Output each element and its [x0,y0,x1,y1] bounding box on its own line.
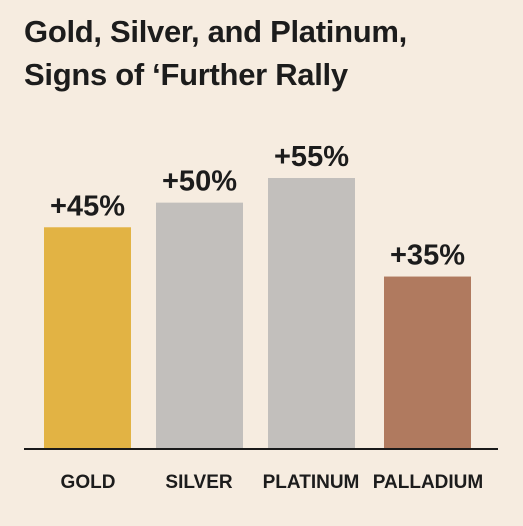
bar-palladium [384,276,471,449]
chart-title: Gold, Silver, and Platinum, Signs of ‘Fu… [24,10,514,96]
bar-silver [156,202,243,449]
chart-title-line-1: Gold, Silver, and Platinum, [24,14,407,49]
category-label-platinum: PLATINUM [263,472,360,493]
value-label-platinum: +55% [274,141,349,173]
category-label-palladium: PALLADIUM [373,472,483,493]
category-label-gold: GOLD [61,472,116,493]
value-label-palladium: +35% [390,240,465,272]
chart-title-line-2: Signs of ‘Further Rally [24,57,348,92]
value-label-silver: +50% [162,166,237,198]
category-label-silver: SILVER [165,472,232,493]
bar-gold [44,227,131,449]
bar-platinum [268,178,355,449]
value-label-gold: +45% [50,190,125,222]
